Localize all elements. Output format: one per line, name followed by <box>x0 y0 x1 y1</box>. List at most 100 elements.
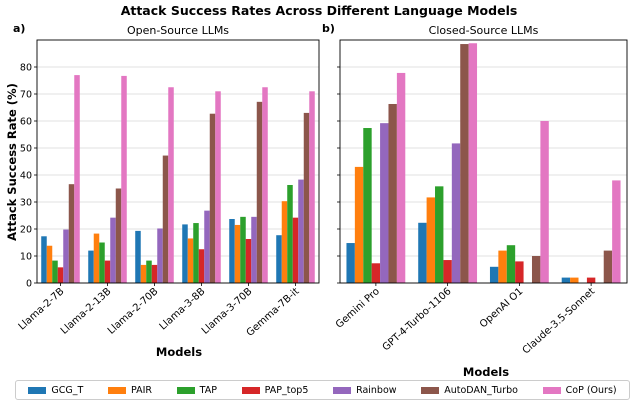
figure-title: Attack Success Rates Across Different La… <box>121 3 518 18</box>
bar-rainbow <box>110 217 116 283</box>
bar-rainbow <box>251 216 257 283</box>
legend-swatch <box>333 386 352 394</box>
bar-pap-top5 <box>443 260 452 283</box>
bar-tap <box>435 186 444 283</box>
bar-gcg-t <box>561 277 571 283</box>
bar-gcg-t <box>88 250 94 283</box>
bar-cop-ours- <box>168 87 174 283</box>
bar-pap-top5 <box>586 277 596 283</box>
bar-pap-top5 <box>198 249 205 283</box>
bar-autodan-turbo <box>115 188 122 283</box>
bar-autodan-turbo <box>388 103 397 284</box>
legend-swatch <box>542 386 561 394</box>
bar-tap <box>52 260 58 283</box>
bar-tap <box>506 245 516 283</box>
bar-cop-ours- <box>215 91 221 283</box>
bar-cop-ours- <box>74 75 80 283</box>
bar-rainbow <box>380 123 389 283</box>
bar-gcg-t <box>41 236 47 283</box>
y-tick-label: 50 <box>20 144 32 155</box>
legend-item: PAIR <box>107 384 152 396</box>
y-tick-label: 60 <box>20 117 32 128</box>
legend-swatch <box>241 386 260 394</box>
bar-gcg-t <box>489 266 499 283</box>
bar-gcg-t <box>229 219 235 283</box>
panel-a-label: a) <box>13 22 25 35</box>
x-tick-label: Llama-3-8B <box>158 286 208 333</box>
y-tick-label: 30 <box>20 198 32 209</box>
bar-autodan-turbo <box>68 184 75 283</box>
y-tick-label: 40 <box>20 171 32 182</box>
bar-gcg-t <box>418 222 427 283</box>
chart-title: Closed-Source LLMs <box>429 24 539 37</box>
legend-item: TAP <box>176 384 217 396</box>
bar-autodan-turbo <box>603 250 613 283</box>
bar-pair <box>498 250 507 283</box>
bar-rainbow <box>451 143 461 283</box>
bar-pair <box>234 224 241 283</box>
x-tick-label: GPT-4-Turbo-1106 <box>381 286 454 353</box>
legend-label: TAP <box>199 384 217 396</box>
bar-tap <box>363 128 372 283</box>
bar-tap <box>99 242 105 283</box>
legend-item: GCG_T <box>28 385 83 396</box>
x-tick-label: Claude-3.5-Sonnet <box>521 286 598 356</box>
bar-gcg-t <box>182 224 188 283</box>
legend-label: GCG_T <box>51 384 84 396</box>
x-tick-label: OpenAI O1 <box>478 286 525 330</box>
bar-autodan-turbo <box>460 44 469 283</box>
bar-autodan-turbo <box>162 155 169 283</box>
x-axis-label: Models <box>463 365 509 379</box>
y-tick-label: 70 <box>20 90 32 101</box>
bar-pair <box>570 277 579 283</box>
bar-tap <box>240 216 246 283</box>
bar-cop-ours- <box>612 180 621 283</box>
x-axis-label: Models <box>156 345 202 359</box>
axes-frame <box>36 39 320 284</box>
bar-tap <box>287 184 293 283</box>
bar-rainbow <box>298 179 304 283</box>
bar-gcg-t <box>276 235 282 283</box>
legend-swatch <box>28 386 47 394</box>
axes-frame <box>339 39 628 284</box>
bar-cop-ours- <box>540 121 549 283</box>
bar-pair <box>46 245 53 283</box>
legend-item: PAP_top5 <box>241 384 309 396</box>
bar-pap-top5 <box>515 261 524 283</box>
bar-pap-top5 <box>57 267 64 283</box>
legend-swatch <box>421 386 440 394</box>
legend-label: PAP_top5 <box>264 384 309 396</box>
legend-swatch <box>107 386 126 394</box>
bar-tap <box>193 223 199 283</box>
bar-autodan-turbo <box>256 101 263 283</box>
x-tick-label: Llama-2-7B <box>17 286 67 333</box>
bar-cop-ours- <box>468 43 478 283</box>
legend-label: CoP (Ours) <box>565 384 617 396</box>
bar-cop-ours- <box>309 91 315 283</box>
bar-tap <box>146 260 152 283</box>
bar-autodan-turbo <box>303 112 310 284</box>
bar-pair <box>93 233 100 283</box>
y-tick-label: 0 <box>26 279 32 290</box>
x-tick-label: Llama-2-70B <box>106 286 161 337</box>
legend-item: CoP (Ours) <box>542 384 617 396</box>
bar-rainbow <box>157 228 163 283</box>
bar-cop-ours- <box>396 72 406 283</box>
legend-label: AutoDAN_Turbo <box>444 384 518 396</box>
bar-pap-top5 <box>245 238 252 283</box>
open-source-chart: 01020304050607080Llama-2-7BLlama-2-13BLl… <box>17 24 320 359</box>
bar-pap-top5 <box>292 217 299 283</box>
panel-b-label: b) <box>322 22 335 35</box>
legend-item: Rainbow <box>333 385 397 396</box>
bar-gcg-t <box>346 243 355 283</box>
y-axis-label: Attack Success Rate (%) <box>5 83 19 241</box>
bar-pap-top5 <box>371 263 381 283</box>
bar-cop-ours- <box>262 87 268 283</box>
bar-pair <box>187 238 194 283</box>
bar-autodan-turbo <box>531 256 541 283</box>
y-tick-label: 10 <box>20 252 32 263</box>
legend-label: PAIR <box>130 384 152 396</box>
bar-pap-top5 <box>104 260 111 283</box>
